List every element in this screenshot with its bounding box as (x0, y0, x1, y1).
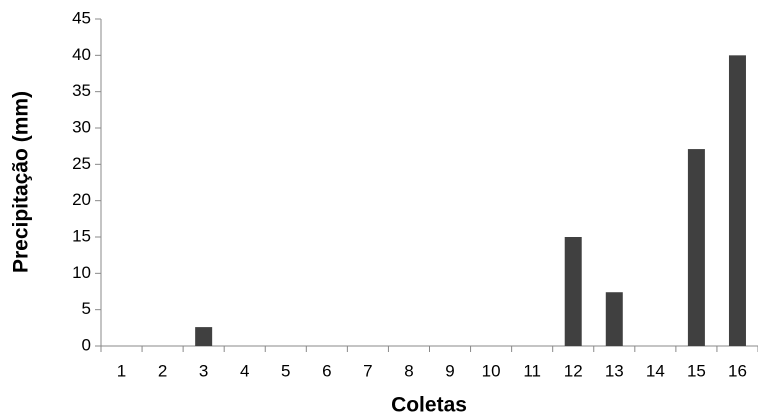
x-tick-label: 4 (240, 361, 249, 380)
x-tick-label: 6 (322, 361, 331, 380)
x-tick-label: 5 (281, 361, 290, 380)
x-tick-label: 8 (404, 361, 413, 380)
x-tick-label: 12 (564, 361, 583, 380)
bar (728, 55, 746, 346)
y-tick-label: 15 (72, 226, 91, 245)
x-tick-label: 11 (523, 361, 541, 380)
x-tick-label: 1 (117, 361, 126, 380)
x-tick-label: 3 (199, 361, 208, 380)
y-axis-title: Precipitação (mm) (10, 91, 33, 273)
bar (605, 292, 623, 346)
y-tick-label: 5 (82, 299, 91, 318)
y-tick-label: 35 (72, 81, 91, 100)
x-tick-label: 10 (482, 361, 501, 380)
x-tick-label: 14 (646, 361, 665, 380)
x-tick-label: 16 (728, 361, 747, 380)
x-tick-label: 13 (605, 361, 624, 380)
x-tick-label: 7 (363, 361, 372, 380)
x-tick-label: 2 (158, 361, 167, 380)
y-tick-label: 25 (72, 154, 91, 173)
y-tick-label: 45 (72, 8, 91, 27)
bar (687, 149, 705, 346)
y-tick-label: 0 (82, 335, 91, 354)
y-tick-label: 10 (72, 263, 91, 282)
y-tick-label: 30 (72, 117, 91, 136)
bar (195, 327, 213, 346)
x-tick-label: 15 (687, 361, 706, 380)
y-tick-label: 40 (72, 45, 91, 64)
bar (564, 237, 582, 346)
y-tick-label: 20 (72, 190, 91, 209)
x-tick-label: 9 (445, 361, 454, 380)
x-axis-title: Coletas (391, 394, 467, 417)
